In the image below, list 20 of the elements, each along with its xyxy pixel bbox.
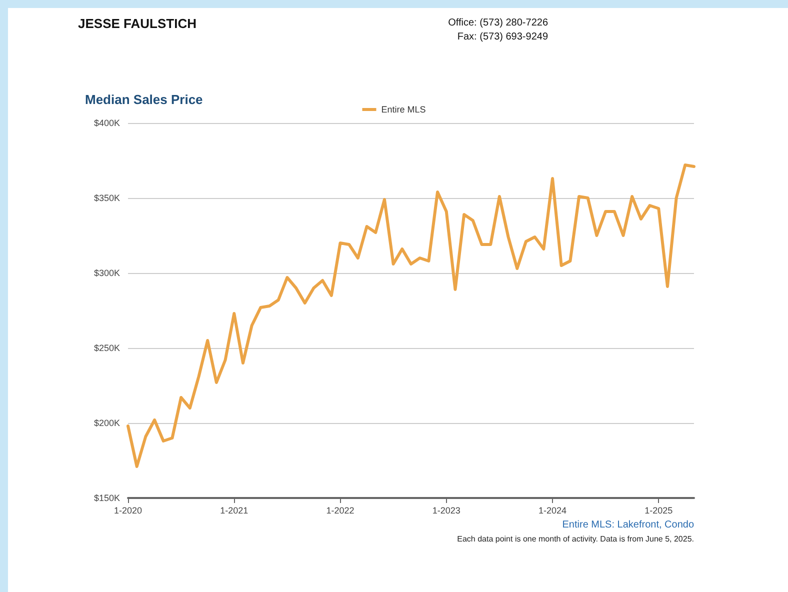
chart-title: Median Sales Price (85, 92, 203, 107)
text: JESSE FAULSTICH (78, 16, 196, 31)
text: Office: (573) 280-7226 (448, 18, 548, 28)
x-tick-label: 1-2025 (644, 506, 673, 516)
text: Fax: (573) 693-9249 (457, 32, 548, 42)
y-tick-label: $150K (94, 493, 120, 503)
legend-label: Entire MLS (381, 104, 426, 114)
x-tick-label: 1-2020 (114, 506, 142, 516)
x-tick-label: 1-2022 (326, 506, 354, 516)
y-tick-label: $200K (94, 418, 120, 428)
x-tick-label: 1-2021 (220, 506, 248, 516)
text: Each data point is one month of activity. Data is from June 5, 2025. (457, 534, 694, 544)
text: Entire MLS: Lakefront, Condo (562, 520, 694, 530)
y-tick-label: $400K (94, 118, 120, 128)
x-tick-label: 1-2024 (538, 506, 567, 516)
x-tick-label: 1-2023 (432, 506, 460, 516)
y-tick-label: $300K (94, 268, 120, 278)
y-tick-label: $250K (94, 343, 120, 353)
y-tick-label: $350K (94, 193, 120, 203)
line-series (126, 164, 696, 468)
